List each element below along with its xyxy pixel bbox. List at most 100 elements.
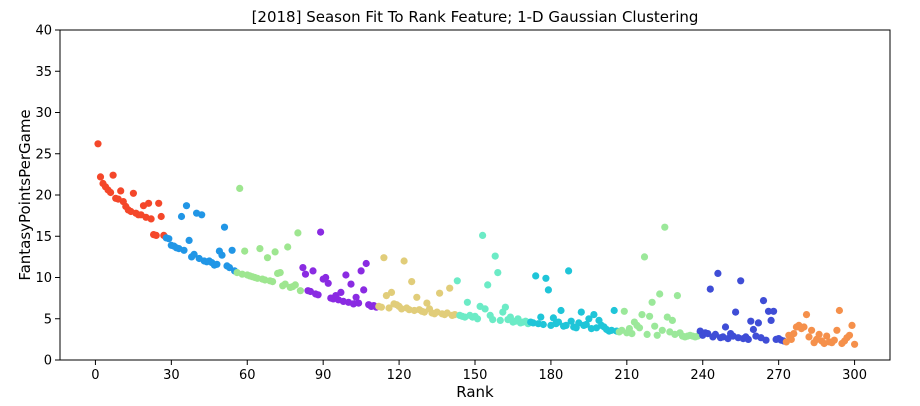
data-point — [646, 312, 654, 320]
data-point — [317, 228, 325, 236]
data-point — [706, 285, 714, 293]
data-point — [562, 321, 570, 329]
data-point — [833, 326, 841, 334]
data-point — [661, 223, 669, 231]
data-point — [658, 326, 666, 334]
data-point — [542, 274, 550, 282]
x-tick-label: 180 — [539, 368, 564, 383]
data-point — [848, 321, 856, 329]
data-point — [380, 254, 388, 262]
data-point — [281, 280, 289, 288]
data-point — [347, 280, 355, 288]
data-point — [337, 288, 345, 296]
data-point — [107, 188, 115, 197]
data-point — [489, 316, 497, 324]
x-tick-label: 270 — [766, 368, 791, 383]
data-point — [453, 277, 461, 285]
x-tick-label: 150 — [463, 368, 488, 383]
data-point — [532, 272, 540, 280]
data-point — [324, 279, 332, 287]
data-point — [117, 187, 125, 195]
data-point — [225, 264, 234, 272]
data-point — [342, 271, 350, 279]
data-point — [284, 243, 292, 251]
x-axis-ticks: 0 30 60 90 120 150 180 210 240 270 300 — [91, 360, 867, 383]
y-tick-label: 5 — [44, 312, 52, 327]
data-point — [567, 317, 575, 325]
data-point — [802, 311, 811, 319]
data-point — [309, 267, 317, 275]
data-point — [539, 320, 547, 329]
data-point — [190, 250, 198, 258]
data-point — [577, 308, 585, 316]
data-point — [714, 269, 722, 277]
data-point — [721, 323, 730, 331]
data-point — [537, 313, 545, 321]
data-point — [610, 306, 618, 315]
data-point — [668, 316, 677, 324]
x-tick-label: 0 — [91, 368, 99, 383]
x-tick-label: 210 — [614, 368, 639, 383]
data-point — [436, 289, 444, 297]
data-point — [808, 326, 816, 334]
data-point — [759, 297, 768, 305]
data-point — [355, 299, 363, 307]
data-point — [582, 320, 590, 329]
data-point — [653, 331, 661, 339]
data-point — [620, 307, 628, 315]
data-point — [823, 332, 831, 340]
data-point — [501, 303, 509, 311]
data-point — [109, 171, 117, 179]
data-point — [294, 229, 302, 237]
data-point — [590, 311, 598, 319]
data-point — [747, 317, 755, 325]
data-point — [481, 305, 489, 313]
data-point — [256, 245, 264, 253]
data-point — [656, 290, 664, 298]
data-point — [787, 335, 795, 343]
data-point — [357, 267, 365, 275]
data-point — [494, 269, 502, 277]
x-axis-label: Rank — [456, 383, 494, 401]
data-point — [218, 251, 226, 259]
data-point — [129, 189, 137, 197]
data-point — [565, 267, 573, 275]
data-point — [314, 291, 322, 299]
data-point — [549, 314, 558, 322]
points-layer — [94, 140, 859, 348]
data-point — [446, 284, 454, 292]
y-axis-label: FantasyPointsPerGame — [16, 109, 34, 280]
data-point — [835, 306, 844, 315]
data-point — [362, 259, 370, 268]
data-point — [830, 336, 838, 344]
data-point — [491, 252, 499, 260]
data-point — [737, 277, 745, 285]
data-point — [557, 306, 565, 315]
y-tick-label: 15 — [35, 230, 52, 245]
data-point — [241, 247, 249, 255]
data-point — [236, 184, 244, 192]
data-point — [185, 236, 193, 244]
chart-title: [2018] Season Fit To Rank Feature; 1-D G… — [252, 8, 699, 26]
data-point — [749, 325, 758, 334]
y-tick-label: 40 — [35, 24, 52, 39]
data-point — [147, 215, 155, 223]
data-point — [479, 231, 487, 239]
data-point — [276, 269, 284, 277]
data-point — [322, 273, 330, 282]
data-point — [845, 331, 854, 339]
data-point — [790, 330, 798, 338]
data-point — [484, 281, 492, 289]
data-point — [269, 278, 277, 286]
data-point — [770, 307, 778, 315]
y-tick-label: 25 — [35, 147, 52, 162]
data-point — [94, 140, 102, 148]
y-axis-ticks: 0 5 10 15 20 25 30 35 40 — [35, 24, 60, 369]
data-point — [385, 304, 393, 312]
data-point — [651, 322, 659, 330]
data-point — [387, 288, 396, 296]
y-tick-label: 20 — [35, 189, 52, 204]
data-point — [805, 333, 813, 341]
